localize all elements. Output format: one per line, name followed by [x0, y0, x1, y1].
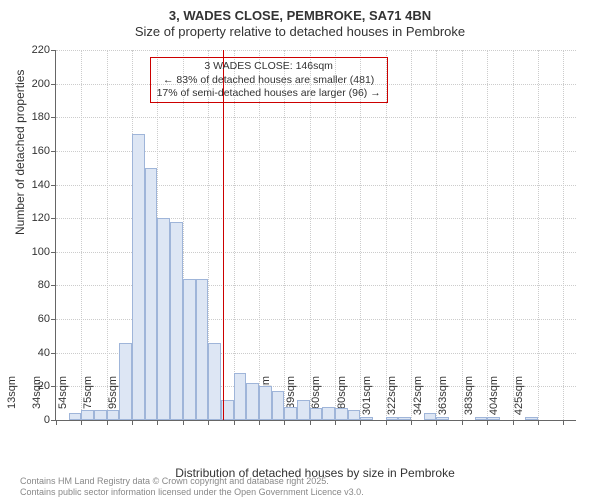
histogram-bar	[272, 391, 285, 420]
gridline-v	[436, 50, 437, 420]
gridline-v	[284, 50, 285, 420]
footnote-line-2: Contains public sector information licen…	[20, 487, 364, 498]
footnote-line-1: Contains HM Land Registry data © Crown c…	[20, 476, 364, 487]
histogram-bar	[157, 218, 170, 420]
histogram-bar	[398, 417, 411, 420]
gridline-v	[411, 50, 412, 420]
chart-container: 3, WADES CLOSE, PEMBROKE, SA71 4BN Size …	[0, 0, 600, 500]
gridline-v	[81, 50, 82, 420]
histogram-bar	[132, 134, 145, 420]
histogram-bar	[196, 279, 209, 420]
y-tick-label: 220	[32, 44, 56, 56]
histogram-bar	[487, 417, 500, 420]
histogram-bar	[119, 343, 132, 420]
y-tick-label: 140	[32, 179, 56, 191]
x-tick-label: 342sqm	[412, 376, 424, 426]
histogram-bar	[107, 410, 120, 420]
x-tick-mark	[538, 420, 539, 425]
histogram-bar	[69, 413, 82, 420]
x-tick-mark	[563, 420, 564, 425]
gridline-v	[107, 50, 108, 420]
y-tick-label: 0	[44, 414, 56, 426]
gridline-v	[513, 50, 514, 420]
chart-subtitle: Size of property relative to detached ho…	[0, 23, 600, 39]
histogram-bar	[475, 417, 488, 420]
gridline-h	[56, 50, 576, 51]
histogram-bar	[360, 417, 373, 420]
histogram-bar	[94, 410, 107, 420]
histogram-bar	[284, 407, 297, 420]
x-tick-label: 34sqm	[31, 376, 43, 426]
y-tick-label: 160	[32, 145, 56, 157]
gridline-v	[563, 50, 564, 420]
histogram-bar	[525, 417, 538, 420]
y-tick-label: 120	[32, 212, 56, 224]
histogram-bar	[183, 279, 196, 420]
chart-title: 3, WADES CLOSE, PEMBROKE, SA71 4BN	[0, 0, 600, 23]
gridline-h	[56, 117, 576, 118]
y-tick-label: 60	[38, 313, 56, 325]
histogram-bar	[386, 417, 399, 420]
y-tick-label: 200	[32, 78, 56, 90]
gridline-v	[259, 50, 260, 420]
x-tick-label: 13sqm	[6, 376, 18, 426]
histogram-bar	[170, 222, 183, 420]
y-tick-label: 100	[32, 246, 56, 258]
annotation-line-1: 3 WADES CLOSE: 146sqm	[157, 60, 381, 73]
gridline-v	[360, 50, 361, 420]
gridline-v	[487, 50, 488, 420]
gridline-v	[462, 50, 463, 420]
y-tick-label: 40	[38, 347, 56, 359]
x-tick-label: 425sqm	[513, 376, 525, 426]
plot-area: 02040608010012014016018020022013sqm34sqm…	[55, 50, 576, 421]
histogram-bar	[145, 168, 158, 420]
histogram-bar	[322, 407, 335, 420]
histogram-bar	[234, 373, 247, 420]
y-tick-label: 80	[38, 279, 56, 291]
gridline-v	[310, 50, 311, 420]
annotation-line-3: 17% of semi-detached houses are larger (…	[157, 87, 381, 100]
histogram-bar	[348, 410, 361, 420]
histogram-bar	[436, 417, 449, 420]
x-tick-label: 54sqm	[57, 376, 69, 426]
y-tick-label: 180	[32, 111, 56, 123]
reference-line	[223, 50, 224, 420]
histogram-bar	[208, 343, 221, 420]
y-axis-label: Number of detached properties	[13, 70, 27, 235]
histogram-bar	[81, 410, 94, 420]
gridline-v	[234, 50, 235, 420]
histogram-bar	[424, 413, 437, 420]
histogram-bar	[310, 408, 323, 420]
gridline-v	[386, 50, 387, 420]
annotation-line-2: ← 83% of detached houses are smaller (48…	[157, 74, 381, 87]
histogram-bar	[297, 400, 310, 420]
gridline-v	[538, 50, 539, 420]
footnote: Contains HM Land Registry data © Crown c…	[20, 476, 364, 498]
histogram-bar	[335, 408, 348, 420]
histogram-bar	[259, 386, 272, 420]
x-tick-label: 383sqm	[463, 376, 475, 426]
gridline-v	[335, 50, 336, 420]
histogram-bar	[246, 383, 259, 420]
annotation-box: 3 WADES CLOSE: 146sqm ← 83% of detached …	[150, 57, 388, 102]
